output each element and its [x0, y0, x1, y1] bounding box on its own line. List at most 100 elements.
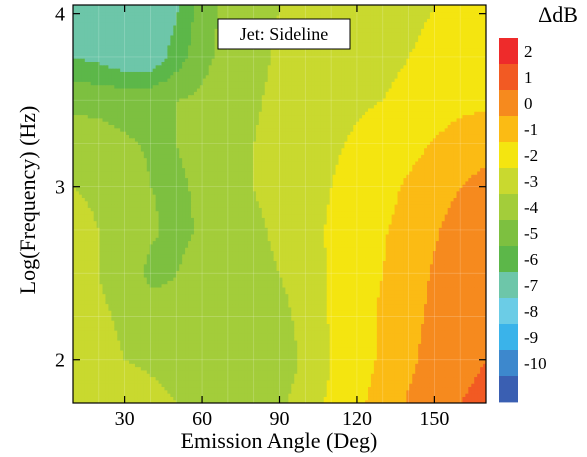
contour-cell [341, 310, 345, 315]
contour-cell [252, 356, 257, 361]
contour-cell [182, 303, 186, 308]
contour-cell [211, 320, 216, 324]
contour-cell [459, 373, 463, 378]
contour-cell [208, 333, 213, 338]
contour-cell [291, 343, 295, 348]
contour-cell [297, 369, 301, 374]
contour-cell [220, 313, 225, 318]
contour-cell [258, 356, 263, 361]
contour-cell [468, 399, 472, 403]
contour-cell [338, 373, 343, 378]
contour-cell [146, 313, 151, 318]
contour-cell [453, 379, 458, 384]
contour-cell [459, 290, 463, 295]
contour-cell [474, 389, 478, 394]
contour-cell [99, 326, 104, 331]
contour-cell [208, 320, 213, 324]
contour-cell [81, 379, 86, 384]
contour-cell [450, 399, 455, 403]
contour-cell [214, 320, 219, 324]
contour-cell [247, 316, 251, 321]
contour-cell [359, 336, 363, 341]
contour-cell [477, 323, 481, 328]
contour-cell [465, 349, 469, 354]
contour-cell [217, 349, 222, 354]
contour-cell [465, 376, 469, 381]
contour-cell [229, 389, 233, 394]
contour-cell [291, 339, 295, 344]
contour-cell [217, 379, 222, 384]
contour-cell [373, 323, 378, 328]
contour-cell [373, 336, 378, 341]
contour-cell [244, 336, 248, 341]
contour-cell [258, 316, 263, 321]
contour-cell [205, 399, 210, 403]
contour-cell [462, 310, 466, 315]
contour-cell [84, 303, 89, 308]
contour-cell [202, 359, 207, 364]
contour-cell [438, 310, 443, 315]
contour-cell [323, 286, 328, 291]
contour-cell [468, 323, 472, 328]
contour-cell [394, 293, 399, 298]
contour-cell [102, 383, 107, 388]
contour-cell [167, 343, 171, 348]
contour-cell [214, 396, 219, 401]
contour-cell [140, 389, 145, 394]
contour-cell [385, 396, 390, 401]
contour-cell [170, 313, 174, 318]
contour-cell [317, 290, 322, 295]
contour-cell [247, 336, 251, 341]
contour-cell [376, 296, 381, 301]
contour-cell [341, 300, 345, 305]
contour-cell [146, 383, 151, 388]
contour-cell [432, 393, 437, 397]
contour-cell [99, 286, 104, 291]
contour-cell [344, 399, 348, 403]
contour-cell [232, 383, 236, 388]
contour-cell [217, 386, 222, 391]
contour-cell [199, 330, 204, 334]
contour-cell [406, 286, 410, 291]
contour-cell [111, 393, 115, 397]
contour-cell [247, 383, 251, 388]
contour-cell [332, 320, 337, 324]
contour-cell [126, 363, 130, 368]
contour-cell [350, 386, 354, 391]
contour-cell [347, 363, 351, 368]
contour-cell [471, 290, 475, 295]
contour-cell [335, 336, 340, 341]
contour-cell [123, 369, 127, 374]
contour-cell [471, 346, 475, 351]
contour-cell [421, 316, 425, 321]
contour-cell [285, 363, 289, 368]
contour-cell [382, 376, 387, 381]
contour-cell [129, 399, 133, 403]
contour-cell [155, 399, 160, 403]
contour-cell [311, 356, 316, 361]
contour-cell [188, 386, 192, 391]
contour-cell [294, 386, 298, 391]
contour-cell [453, 320, 458, 324]
contour-cell [468, 326, 472, 331]
contour-cell [282, 376, 286, 381]
contour-cell [365, 300, 369, 305]
contour-cell [373, 339, 378, 344]
contour-cell [415, 303, 419, 308]
contour-cell [379, 300, 384, 305]
contour-cell [199, 393, 204, 397]
contour-cell [235, 316, 239, 321]
contour-cell [188, 353, 192, 358]
contour-cell [158, 290, 163, 295]
contour-cell [403, 379, 407, 384]
contour-cell [326, 293, 331, 298]
contour-cell [217, 369, 222, 374]
contour-cell [288, 343, 292, 348]
contour-cell [471, 303, 475, 308]
contour-cell [140, 320, 145, 324]
contour-cell [217, 290, 222, 295]
contour-cell [338, 303, 343, 308]
contour-cell [341, 313, 345, 318]
contour-cell [111, 333, 115, 338]
contour-cell [291, 383, 295, 388]
